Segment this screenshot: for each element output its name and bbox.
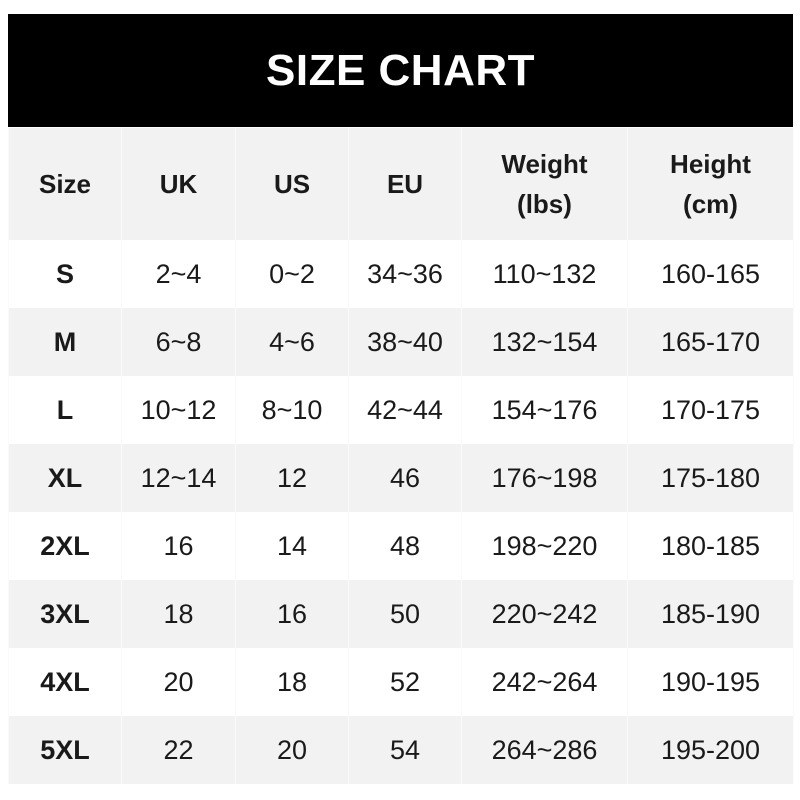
- cell-eu: 50: [348, 580, 462, 648]
- cell-us: 8~10: [235, 376, 349, 444]
- cell-size: L: [8, 376, 122, 444]
- cell-us: 4~6: [235, 308, 349, 376]
- cell-weight: 154~176: [461, 376, 628, 444]
- cell-uk: 2~4: [121, 240, 236, 308]
- cell-height: 180-185: [627, 512, 794, 580]
- cell-eu: 42~44: [348, 376, 462, 444]
- cell-size: 4XL: [8, 648, 122, 716]
- cell-weight: 110~132: [461, 240, 628, 308]
- cell-size: 3XL: [8, 580, 122, 648]
- column-header-unit: (lbs): [517, 189, 572, 219]
- cell-eu: 34~36: [348, 240, 462, 308]
- cell-size: 5XL: [8, 716, 122, 784]
- cell-height: 185-190: [627, 580, 794, 648]
- table-row: S 2~4 0~2 34~36 110~132 160-165: [8, 240, 794, 308]
- cell-eu: 54: [348, 716, 462, 784]
- cell-uk: 18: [121, 580, 236, 648]
- cell-weight: 198~220: [461, 512, 628, 580]
- cell-weight: 176~198: [461, 444, 628, 512]
- cell-weight: 264~286: [461, 716, 628, 784]
- cell-height: 175-180: [627, 444, 794, 512]
- cell-us: 12: [235, 444, 349, 512]
- column-header-size: Size: [8, 128, 122, 240]
- cell-size: M: [8, 308, 122, 376]
- cell-height: 160-165: [627, 240, 794, 308]
- column-header-label: EU: [386, 169, 424, 199]
- cell-weight: 220~242: [461, 580, 628, 648]
- size-chart-title: SIZE CHART: [8, 14, 793, 127]
- cell-us: 14: [235, 512, 349, 580]
- cell-uk: 16: [121, 512, 236, 580]
- cell-eu: 46: [348, 444, 462, 512]
- cell-us: 20: [235, 716, 349, 784]
- column-header-label: Size: [38, 169, 92, 199]
- table-row: 2XL 16 14 48 198~220 180-185: [8, 512, 794, 580]
- table-row: 3XL 18 16 50 220~242 185-190: [8, 580, 794, 648]
- table-row: L 10~12 8~10 42~44 154~176 170-175: [8, 376, 794, 444]
- cell-height: 190-195: [627, 648, 794, 716]
- table-row: 4XL 20 18 52 242~264 190-195: [8, 648, 794, 716]
- column-header-us: US: [235, 128, 349, 240]
- column-header-height: Height (cm): [627, 128, 794, 240]
- table-row: XL 12~14 12 46 176~198 175-180: [8, 444, 794, 512]
- size-chart-table: Size UK US EU Weight (lbs) Height (cm) S 2~4 0~2 3…: [8, 128, 794, 784]
- cell-weight: 242~264: [461, 648, 628, 716]
- cell-us: 16: [235, 580, 349, 648]
- cell-uk: 20: [121, 648, 236, 716]
- column-header-weight: Weight (lbs): [461, 128, 628, 240]
- column-header-unit: (cm): [683, 189, 738, 219]
- cell-height: 195-200: [627, 716, 794, 784]
- cell-eu: 52: [348, 648, 462, 716]
- column-header-uk: UK: [121, 128, 236, 240]
- cell-height: 165-170: [627, 308, 794, 376]
- cell-height: 170-175: [627, 376, 794, 444]
- cell-eu: 38~40: [348, 308, 462, 376]
- cell-size: XL: [8, 444, 122, 512]
- cell-size: S: [8, 240, 122, 308]
- column-header-label: UK: [159, 169, 198, 199]
- cell-uk: 12~14: [121, 444, 236, 512]
- table-body: S 2~4 0~2 34~36 110~132 160-165 M 6~8 4~6 38~40 13…: [8, 240, 794, 784]
- cell-uk: 6~8: [121, 308, 236, 376]
- column-header-label: US: [273, 169, 311, 199]
- table-row: 5XL 22 20 54 264~286 195-200: [8, 716, 794, 784]
- cell-uk: 22: [121, 716, 236, 784]
- cell-us: 0~2: [235, 240, 349, 308]
- column-header-eu: EU: [348, 128, 462, 240]
- cell-us: 18: [235, 648, 349, 716]
- header-row: Size UK US EU Weight (lbs) Height (cm): [8, 128, 794, 240]
- table-row: M 6~8 4~6 38~40 132~154 165-170: [8, 308, 794, 376]
- cell-eu: 48: [348, 512, 462, 580]
- cell-weight: 132~154: [461, 308, 628, 376]
- cell-uk: 10~12: [121, 376, 236, 444]
- column-header-label: Height: [670, 149, 751, 179]
- column-header-label: Weight: [501, 149, 588, 179]
- cell-size: 2XL: [8, 512, 122, 580]
